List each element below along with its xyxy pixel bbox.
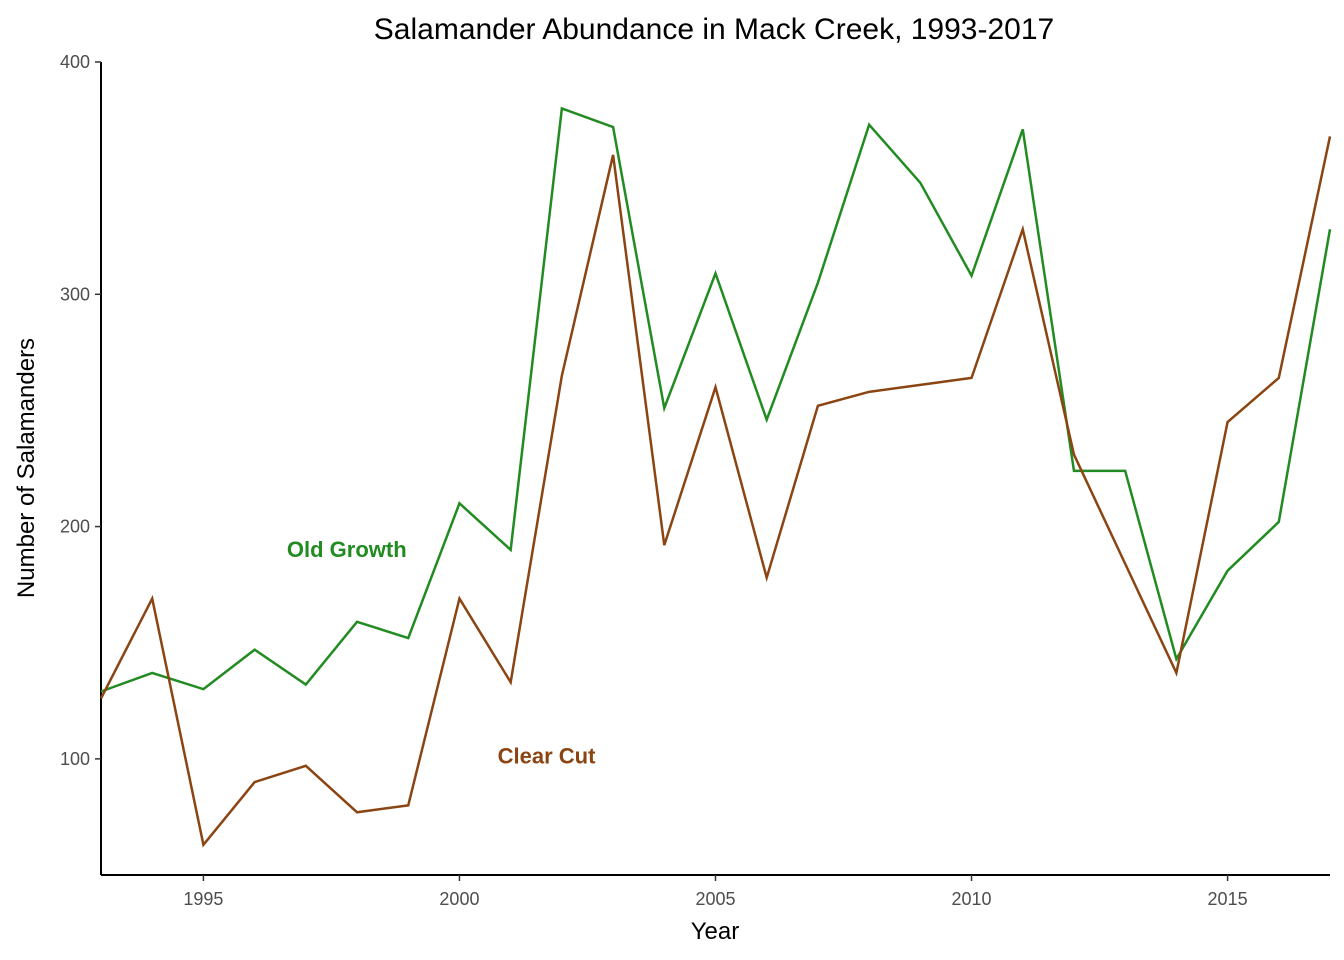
- y-tick-label-200: 200: [60, 517, 90, 537]
- series-line-clear-cut: [99, 136, 1332, 848]
- y-axis-title: Number of Salamanders: [13, 338, 40, 598]
- ticks: 1995 2000 2005 2010 2015 100 200 300 400: [60, 52, 1248, 909]
- y-tick-label-400: 400: [60, 52, 90, 72]
- x-tick-label-1995: 1995: [183, 889, 223, 909]
- series-group: [99, 106, 1332, 848]
- series-line-old-growth: [100, 106, 1332, 693]
- x-tick-label-2000: 2000: [439, 889, 479, 909]
- axes: [100, 62, 1330, 876]
- x-tick-label-2005: 2005: [695, 889, 735, 909]
- x-tick-label-2010: 2010: [952, 889, 992, 909]
- chart-title: Salamander Abundance in Mack Creek, 1993…: [374, 13, 1054, 46]
- y-tick-label-300: 300: [60, 284, 90, 304]
- series-labels: Old Growth Clear Cut: [287, 537, 596, 769]
- series-label-clear-cut: Clear Cut: [498, 744, 596, 769]
- x-axis-title: Year: [691, 918, 740, 945]
- y-tick-label-100: 100: [60, 749, 90, 769]
- x-tick-label-2015: 2015: [1208, 889, 1248, 909]
- series-label-old-growth: Old Growth: [287, 537, 407, 562]
